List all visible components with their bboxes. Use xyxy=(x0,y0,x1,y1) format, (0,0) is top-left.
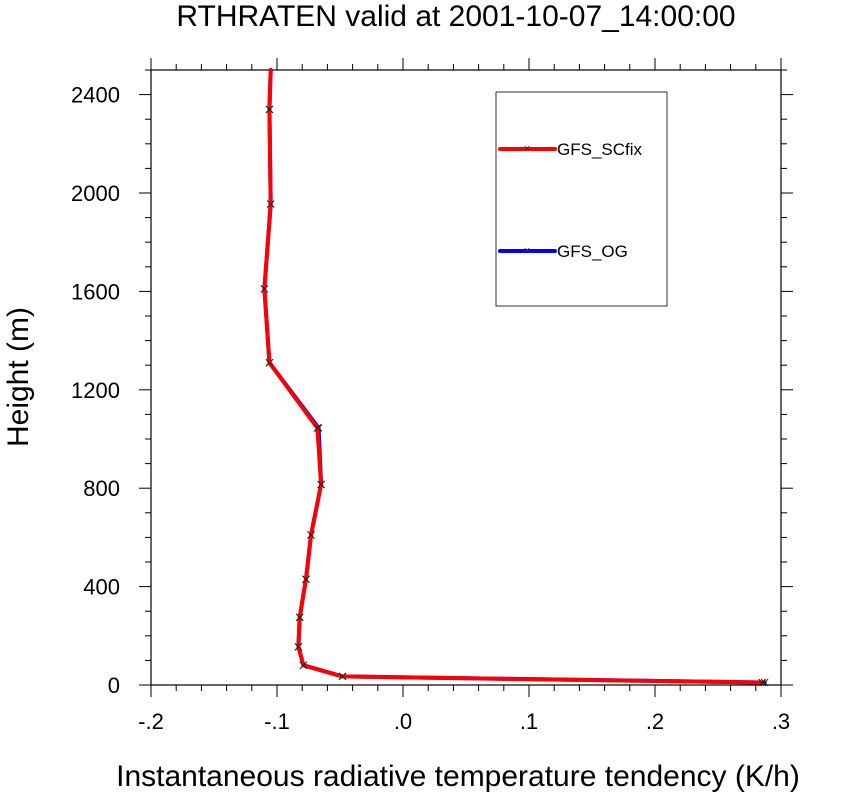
y-tick-label: 1600 xyxy=(71,279,120,304)
ticks-layer xyxy=(139,58,793,697)
y-tick-label: 0 xyxy=(108,673,120,698)
chart-title: RTHRATEN valid at 2001-10-07_14:00:00 xyxy=(176,0,735,33)
data-point-marker xyxy=(313,424,322,432)
data-point-marker xyxy=(295,613,304,622)
x-tick-label: .1 xyxy=(520,709,538,734)
x-tick-label: .3 xyxy=(772,709,790,734)
y-tick-label: 2400 xyxy=(71,83,120,108)
legend-label-gfs-scfix: GFS_SCfix xyxy=(557,140,643,159)
y-tick-label: 2000 xyxy=(71,181,120,206)
data-point-marker xyxy=(302,575,310,584)
series-line-gfs-scfix xyxy=(262,68,765,685)
legend-label-gfs-og: GFS_OG xyxy=(557,242,628,261)
y-tick-label: 800 xyxy=(83,476,120,501)
legend-box xyxy=(495,91,668,307)
data-point-marker xyxy=(294,643,303,651)
data-point-marker xyxy=(307,531,315,539)
x-tick-label: .2 xyxy=(646,709,664,734)
data-point-marker xyxy=(760,678,769,687)
y-tick-label: 1200 xyxy=(71,378,120,403)
plot-frame xyxy=(150,69,782,686)
data-point-marker xyxy=(317,480,325,489)
data-point-marker xyxy=(299,661,308,670)
legend: × GFS_SCfix × GFS_OG xyxy=(495,91,668,307)
legend-marker-gfs-og: × xyxy=(524,245,530,257)
x-tick-label: -.1 xyxy=(264,709,290,734)
tick-labels-layer: -.2 -.1 .0 .1 .2 .3 0 400 800 1200 1600 2000 2400 xyxy=(71,83,790,734)
data-point-marker xyxy=(265,358,274,367)
data-point-marker xyxy=(265,105,274,114)
x-tick-label: .0 xyxy=(394,709,412,734)
x-tick-label: -.2 xyxy=(138,709,164,734)
y-axis-label: Height (m) xyxy=(2,307,35,447)
data-point-marker xyxy=(260,285,269,293)
data-point-marker xyxy=(338,672,347,681)
series-gfs-scfix xyxy=(260,68,766,687)
y-tick-label: 400 xyxy=(83,575,120,600)
series-layer xyxy=(260,68,769,687)
legend-marker-gfs-scfix: × xyxy=(524,143,530,155)
data-point-marker xyxy=(266,200,275,208)
x-axis-label: Instantaneous radiative temperature tend… xyxy=(116,760,800,793)
data-point-marker xyxy=(758,678,766,687)
